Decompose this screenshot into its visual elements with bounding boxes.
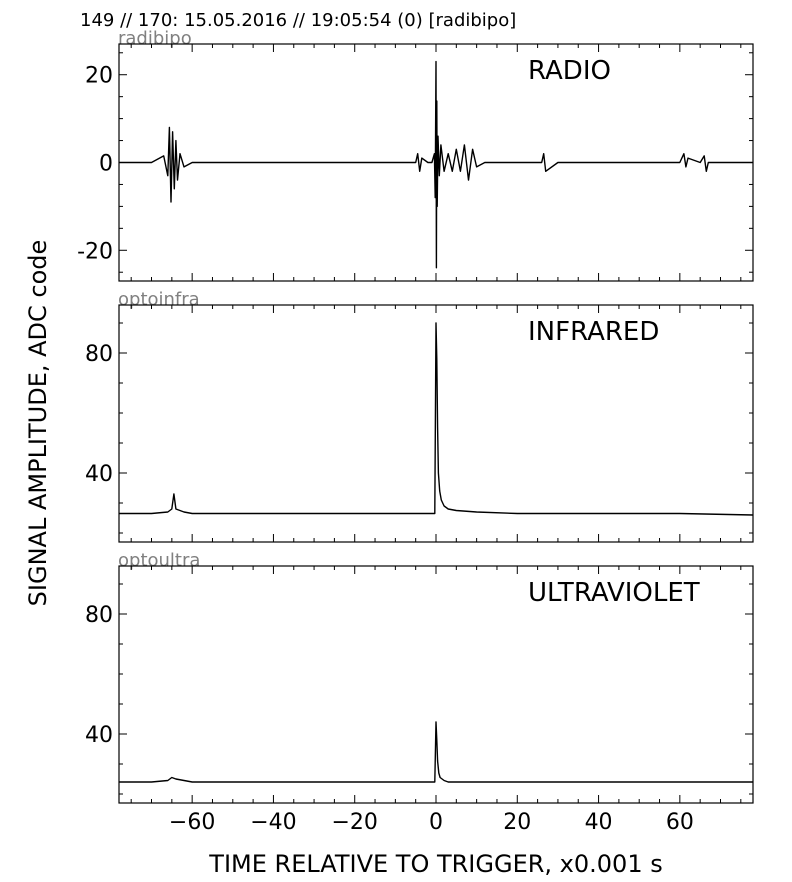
y-tick-label-ultraviolet: 40: [85, 723, 113, 748]
infrared-panel: optoinfra INFRARED 80 40: [85, 289, 754, 543]
radio-panel: radibipo RADIO 20 0 -20: [77, 28, 754, 282]
figure-title: 149 // 170: 15.05.2016 // 19:05:54 (0) […: [80, 10, 516, 31]
y-tick-label-infrared: 40: [85, 462, 113, 487]
y-axis-label: SIGNAL AMPLITUDE, ADC code: [24, 240, 52, 607]
ultraviolet-panel: optoultra ULTRAVIOLET 80 40 −60 −40 −20 0 20 40…: [85, 550, 754, 835]
channel-label-radio: radibipo: [118, 28, 192, 49]
y-tick-label-radio: 20: [85, 64, 113, 89]
y-tick-label-infrared: 80: [85, 342, 113, 367]
channel-label-infrared: optoinfra: [118, 289, 200, 310]
x-tick-label: −60: [169, 810, 215, 835]
panel-title-infrared: INFRARED: [528, 317, 659, 347]
x-tick-label: 20: [503, 810, 531, 835]
x-tick-label: 40: [585, 810, 613, 835]
signal-trace-infrared: [119, 322, 754, 516]
y-tick-label-radio: -20: [77, 239, 113, 264]
signal-trace-radio: [119, 60, 753, 269]
x-axis-label: TIME RELATIVE TO TRIGGER, x0.001 s: [208, 850, 662, 878]
panel-title-radio: RADIO: [528, 56, 611, 86]
x-tick-label: −20: [331, 810, 377, 835]
y-tick-label-ultraviolet: 80: [85, 603, 113, 628]
signal-trace-ultraviolet: [119, 721, 753, 783]
x-tick-label: −40: [250, 810, 296, 835]
panel-title-ultraviolet: ULTRAVIOLET: [528, 578, 700, 608]
x-tick-label: 0: [429, 810, 443, 835]
x-tick-label: 60: [666, 810, 694, 835]
y-tick-label-radio: 0: [99, 152, 113, 177]
channel-label-ultraviolet: optoultra: [118, 550, 200, 571]
